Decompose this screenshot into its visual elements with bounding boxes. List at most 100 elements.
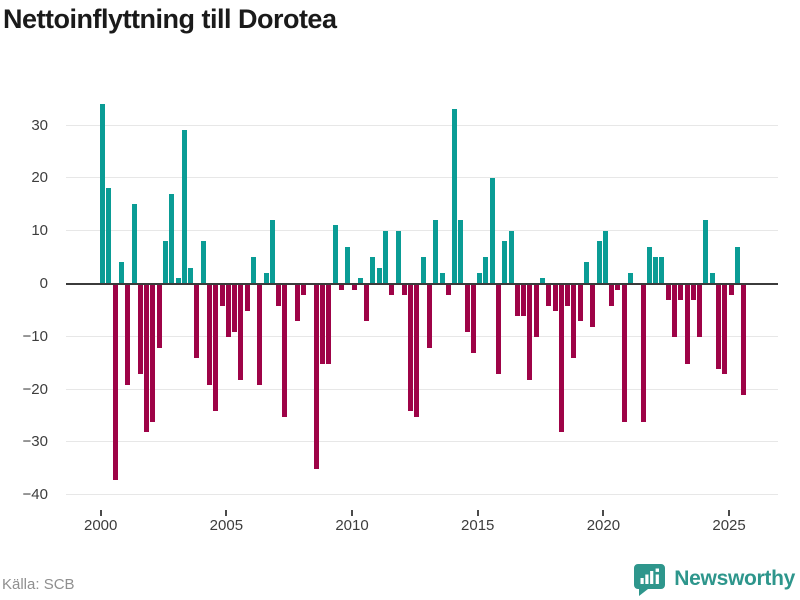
gridline [66, 124, 778, 126]
bar-quarter [338, 284, 344, 290]
x-axis-tick [602, 510, 605, 516]
bar-quarter [370, 257, 376, 284]
bar-quarter [112, 284, 118, 480]
bar-quarter [715, 284, 721, 369]
bar-quarter [137, 284, 143, 375]
bar-quarter [609, 284, 615, 306]
bar-quarter [351, 284, 357, 290]
bar-quarter [527, 284, 533, 380]
bar-quarter [590, 284, 596, 327]
y-axis-tick-label: −10 [22, 327, 48, 345]
bar-quarter [269, 220, 275, 284]
y-axis-tick-label: 30 [31, 116, 48, 134]
bar-quarter [571, 284, 577, 359]
bar-quarter [320, 284, 326, 364]
bar-quarter [144, 284, 150, 433]
x-axis-tick [728, 510, 731, 516]
bar-quarter [414, 284, 420, 417]
bar-quarter [496, 284, 502, 375]
bar-quarter [207, 284, 213, 385]
bar-quarter [125, 284, 131, 385]
bar-quarter [181, 130, 187, 284]
bar-quarter [584, 262, 590, 284]
gridline [66, 335, 778, 337]
bar-quarter [332, 225, 338, 284]
gridline [66, 177, 778, 179]
bar-quarter [163, 241, 169, 284]
bar-quarter [156, 284, 162, 348]
bar-quarter [188, 267, 194, 284]
bar-quarter [131, 204, 137, 284]
bar-quarter [238, 284, 244, 380]
y-axis-tick-label: 10 [31, 222, 48, 240]
bar-quarter [458, 220, 464, 284]
bar-quarter [357, 278, 363, 284]
gridline [66, 230, 778, 232]
gridline [66, 441, 778, 443]
bar-quarter [483, 257, 489, 284]
bar-quarter [552, 284, 558, 311]
bar-quarter [395, 230, 401, 284]
bar-quarter [464, 284, 470, 333]
bar-quarter [301, 284, 307, 296]
bar-quarter [389, 284, 395, 296]
bar-quarter [540, 278, 546, 284]
bar-quarter [565, 284, 571, 306]
bar-quarter [433, 220, 439, 284]
bar-quarter [382, 230, 388, 284]
bar-quarter [282, 284, 288, 417]
bar-quarter [420, 257, 426, 284]
bar-quarter [577, 284, 583, 322]
x-axis-tick-label: 2015 [461, 517, 495, 534]
bar-quarter [470, 284, 476, 354]
bar-quarter [219, 284, 225, 306]
bar-quarter [345, 246, 351, 284]
bar-quarter [659, 257, 665, 284]
newsworthy-icon [633, 562, 666, 596]
bar-quarter [741, 284, 747, 396]
bar-quarter [452, 109, 458, 284]
x-axis-tick-label: 2000 [84, 517, 118, 534]
bar-quarter [225, 284, 231, 338]
newsworthy-wordmark: Newsworthy [674, 567, 795, 590]
bar-quarter [502, 241, 508, 284]
bar-quarter [709, 272, 715, 284]
bar-quarter [489, 177, 495, 284]
x-axis-tick [99, 510, 102, 516]
chart-title: Nettoinflyttning till Dorotea [3, 4, 337, 34]
bar-quarter [294, 284, 300, 322]
gridline [66, 494, 778, 496]
bar-quarter [439, 272, 445, 284]
bar-quarter [401, 284, 407, 296]
bar-quarter [602, 230, 608, 284]
bar-quarter [326, 284, 332, 364]
bar-quarter [690, 284, 696, 301]
bar-quarter [119, 262, 125, 284]
bar-quarter [533, 284, 539, 338]
bar-quarter [621, 284, 627, 422]
bar-quarter [640, 284, 646, 422]
bar-quarter [408, 284, 414, 412]
bar-quarter [364, 284, 370, 322]
bar-quarter [596, 241, 602, 284]
bar-quarter [213, 284, 219, 412]
y-axis-tick-label: −30 [22, 433, 48, 451]
bar-quarter [514, 284, 520, 317]
x-axis-tick-label: 2020 [586, 517, 621, 534]
bar-quarter [257, 284, 263, 385]
bar-quarter [477, 272, 483, 284]
source-note: Källa: SCB [2, 576, 75, 593]
bar-quarter [521, 284, 527, 317]
bar-quarter [150, 284, 156, 422]
zero-line [66, 282, 778, 285]
bar-quarter [697, 284, 703, 338]
bar-quarter [728, 284, 734, 296]
x-axis-tick-label: 2025 [712, 517, 746, 534]
bar-quarter [376, 267, 382, 284]
newsworthy-logo[interactable]: Newsworthy [633, 562, 795, 596]
y-axis-tick-label: 0 [39, 275, 48, 292]
x-axis-tick [225, 510, 228, 516]
bar-quarter [276, 284, 282, 306]
gridline [66, 388, 778, 390]
